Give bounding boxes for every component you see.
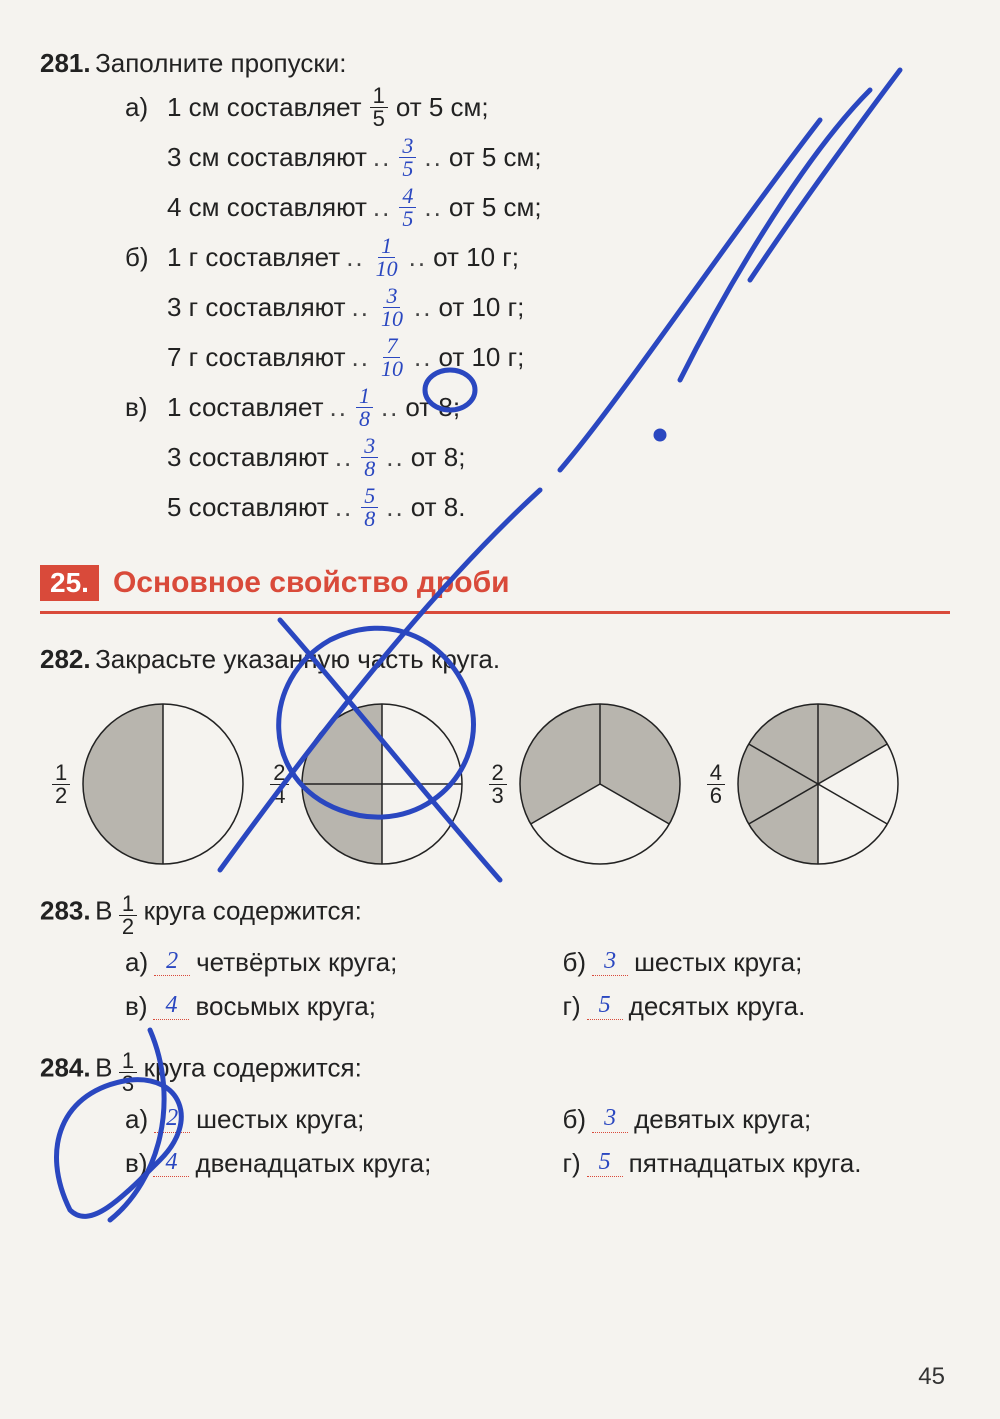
circle-quarters xyxy=(297,699,467,869)
fraction: 1 2 xyxy=(119,893,137,938)
answers-283: а) 2 четвёртых круга; в) 4 восьмых круга… xyxy=(125,938,950,1030)
line-281-v-1: в) 1 составляет .. 1 8 .. от 8; xyxy=(125,385,950,429)
section-divider xyxy=(40,611,950,614)
handwritten-answer: 4 xyxy=(153,992,189,1020)
line-281-b-2: 3 г составляют .. 3 10 .. от 10 г; xyxy=(125,285,950,329)
handwritten-fraction: 3 5 xyxy=(399,135,416,180)
circle-sixths xyxy=(733,699,903,869)
handwritten-answer: 5 xyxy=(587,992,623,1020)
circles-row: 1 2 2 4 xyxy=(50,699,950,869)
problem-282: 282. Закрасьте указанную часть круга. 1 … xyxy=(40,644,950,869)
prob-title: Закрасьте указанную часть круга. xyxy=(95,644,500,674)
handwritten-fraction: 5 8 xyxy=(361,485,378,530)
answers-284: а) 2 шестых круга; в) 4 двенадцатых круг… xyxy=(125,1095,950,1187)
line-281-b-3: 7 г составляют .. 7 10 .. от 10 г; xyxy=(125,335,950,379)
handwritten-fraction: 1 8 xyxy=(356,385,373,430)
ans-283-a: а) 2 четвёртых круга; xyxy=(125,942,513,982)
line-281-v-3: 5 составляют .. 5 8 .. от 8. xyxy=(125,485,950,529)
page-number: 45 xyxy=(918,1363,945,1391)
ans-283-g: г) 5 десятых круга. xyxy=(563,986,951,1026)
handwritten-fraction: 1 10 xyxy=(373,235,401,280)
fraction-label: 4 6 xyxy=(707,762,725,807)
prob-number: 282. xyxy=(40,644,91,674)
circle-half xyxy=(78,699,248,869)
handwritten-answer: 2 xyxy=(154,1105,190,1133)
circle-item-sixths: 4 6 xyxy=(705,699,903,869)
fraction-label: 1 2 xyxy=(52,762,70,807)
prob-number: 284. xyxy=(40,1053,91,1083)
ans-284-v: в) 4 двенадцатых круга; xyxy=(125,1143,513,1183)
line-281-v-2: 3 составляют .. 3 8 .. от 8; xyxy=(125,435,950,479)
line-281-b-1: б) 1 г составляет .. 1 10 .. от 10 г; xyxy=(125,235,950,279)
prob-number: 283. xyxy=(40,896,91,926)
line-281-a-1: а) 1 см составляет 1 5 от 5 см; xyxy=(125,85,950,129)
ans-284-a: а) 2 шестых круга; xyxy=(125,1099,513,1139)
fraction: 1 5 xyxy=(370,85,388,130)
handwritten-fraction: 4 5 xyxy=(399,185,416,230)
problem-281: 281. Заполните пропуски: а) 1 см составл… xyxy=(40,48,950,529)
handwritten-answer: 5 xyxy=(587,1149,623,1177)
ans-284-b: б) 3 девятых круга; xyxy=(563,1099,951,1139)
ans-283-b: б) 3 шестых круга; xyxy=(563,942,951,982)
fraction-label: 2 4 xyxy=(270,762,288,807)
problem-284: 284. В 1 3 круга содержится: а) 2 шестых… xyxy=(40,1050,950,1187)
circle-thirds xyxy=(515,699,685,869)
section-number: 25. xyxy=(40,565,99,601)
fraction: 1 3 xyxy=(119,1050,137,1095)
handwritten-fraction: 3 8 xyxy=(361,435,378,480)
problem-283: 283. В 1 2 круга содержится: а) 2 четвёр… xyxy=(40,893,950,1030)
section-title: Основное свойство дроби xyxy=(113,566,510,600)
line-281-a-2: 3 см составляют .. 3 5 .. от 5 см; xyxy=(125,135,950,179)
circle-item-thirds: 2 3 xyxy=(487,699,685,869)
circle-item-half: 1 2 xyxy=(50,699,248,869)
section-header: 25. Основное свойство дроби xyxy=(40,565,950,601)
handwritten-answer: 4 xyxy=(153,1149,189,1177)
handwritten-answer: 3 xyxy=(592,948,628,976)
handwritten-fraction: 3 10 xyxy=(378,285,406,330)
circle-item-quarters: 2 4 xyxy=(268,699,466,869)
ans-283-v: в) 4 восьмых круга; xyxy=(125,986,513,1026)
handwritten-fraction: 7 10 xyxy=(378,335,406,380)
prob-title: Заполните пропуски: xyxy=(95,48,346,78)
prob-number: 281. xyxy=(40,48,91,78)
handwritten-answer: 3 xyxy=(592,1105,628,1133)
fraction-label: 2 3 xyxy=(489,762,507,807)
handwritten-answer: 2 xyxy=(154,948,190,976)
line-281-a-3: 4 см составляют .. 4 5 .. от 5 см; xyxy=(125,185,950,229)
ans-284-g: г) 5 пятнадцатых круга. xyxy=(563,1143,951,1183)
